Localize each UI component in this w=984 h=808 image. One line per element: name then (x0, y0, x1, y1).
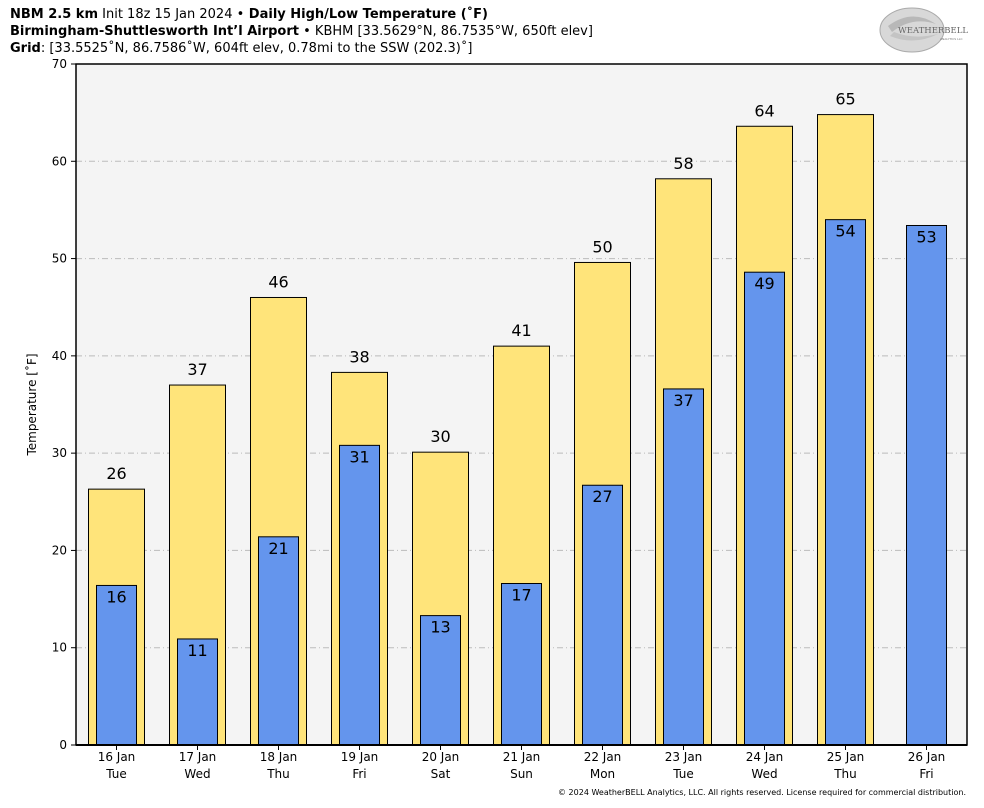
low-temp-bar (906, 224, 947, 746)
low-temp-bar (825, 219, 866, 746)
station-name: Birmingham-Shuttlesworth Int’l Airport (10, 24, 299, 39)
x-tick-date: 25 Jan (827, 750, 865, 764)
x-tick-weekday: Tue (672, 767, 694, 781)
x-tick-weekday: Sun (510, 767, 533, 781)
y-tick-label: 40 (52, 349, 67, 363)
x-tick-date: 21 Jan (503, 750, 541, 764)
x-tick-weekday: Wed (184, 767, 210, 781)
low-temp-label: 17 (511, 586, 531, 605)
init-time: Init 18z 15 Jan 2024 (98, 7, 237, 22)
low-temp-label: 54 (835, 222, 855, 241)
y-tick-label: 10 (52, 641, 67, 655)
logo-sub-text: ANALYTICS LLC (940, 37, 963, 41)
x-tick-weekday: Sat (431, 767, 451, 781)
x-tick-weekday: Thu (266, 767, 290, 781)
high-temp-label: 41 (511, 321, 531, 340)
x-tick-date: 16 Jan (98, 750, 136, 764)
x-tick-weekday: Fri (919, 767, 933, 781)
x-tick-weekday: Tue (105, 767, 127, 781)
header-line-2: Birmingham-Shuttlesworth Int’l Airport •… (10, 23, 593, 40)
low-temp-bar (663, 388, 704, 746)
high-temp-label: 50 (592, 237, 612, 256)
low-temp-bar (258, 536, 299, 746)
x-tick-date: 23 Jan (665, 750, 703, 764)
low-temp-label: 13 (430, 618, 450, 637)
x-tick-weekday: Wed (751, 767, 777, 781)
low-temp-label: 11 (187, 641, 207, 660)
x-tick-weekday: Fri (352, 767, 366, 781)
high-temp-label: 65 (835, 90, 855, 109)
high-temp-label: 64 (754, 101, 774, 120)
low-temp-bar (582, 484, 623, 746)
low-temp-bar (96, 584, 137, 746)
x-tick-date: 17 Jan (179, 750, 217, 764)
x-tick-date: 26 Jan (908, 750, 946, 764)
low-temp-label: 49 (754, 274, 774, 293)
high-temp-label: 58 (673, 154, 693, 173)
y-tick-label: 70 (52, 57, 67, 71)
grid-details: : [33.5525˚N, 86.7586˚W, 604ft elev, 0.7… (40, 41, 473, 56)
x-tick-date: 18 Jan (260, 750, 298, 764)
logo-main-text: WEATHERBELL (898, 26, 968, 36)
high-temp-label: 30 (430, 427, 450, 446)
y-tick-label: 60 (52, 154, 67, 168)
y-tick-label: 20 (52, 543, 67, 557)
grid-label: Grid (10, 41, 41, 56)
x-tick-weekday: Thu (833, 767, 857, 781)
low-temp-bar (420, 615, 461, 746)
product-title: Daily High/Low Temperature (˚F) (244, 7, 488, 22)
low-temp-label: 31 (349, 447, 369, 466)
y-axis-label: Temperature [˚F] (24, 353, 39, 456)
low-temp-bar (744, 271, 785, 746)
low-temp-label: 53 (916, 227, 936, 246)
bullet-separator: • (298, 24, 315, 39)
weatherbell-logo: WEATHERBELL ANALYTICS LLC (879, 7, 968, 53)
y-tick-label: 50 (52, 252, 67, 266)
high-temp-label: 46 (268, 272, 288, 291)
high-temp-label: 26 (106, 464, 126, 483)
model-name: NBM 2.5 km (10, 7, 98, 22)
low-temp-bar (177, 638, 218, 746)
x-tick-weekday: Mon (590, 767, 615, 781)
header-line-1: NBM 2.5 km Init 18z 15 Jan 2024 • Daily … (10, 6, 488, 23)
x-tick-date: 20 Jan (422, 750, 460, 764)
low-temp-bar (501, 583, 542, 746)
x-tick-date: 22 Jan (584, 750, 622, 764)
x-tick-date: 19 Jan (341, 750, 379, 764)
low-temp-label: 16 (106, 587, 126, 606)
station-details: KBHM [33.5629°N, 86.7535°W, 650ft elev] (314, 24, 593, 39)
low-temp-bar (339, 444, 380, 746)
low-temp-label: 21 (268, 539, 288, 558)
copyright-notice: © 2024 WeatherBELL Analytics, LLC. All r… (558, 788, 966, 797)
high-temp-label: 38 (349, 347, 369, 366)
low-temp-label: 37 (673, 391, 693, 410)
low-temp-label: 27 (592, 487, 612, 506)
y-tick-label: 0 (59, 738, 67, 752)
x-tick-date: 24 Jan (746, 750, 784, 764)
y-tick-label: 30 (52, 446, 67, 460)
high-temp-label: 37 (187, 360, 207, 379)
bullet-separator: • (236, 7, 245, 22)
header-line-3: Grid: [33.5525˚N, 86.7586˚W, 604ft elev,… (10, 40, 472, 57)
